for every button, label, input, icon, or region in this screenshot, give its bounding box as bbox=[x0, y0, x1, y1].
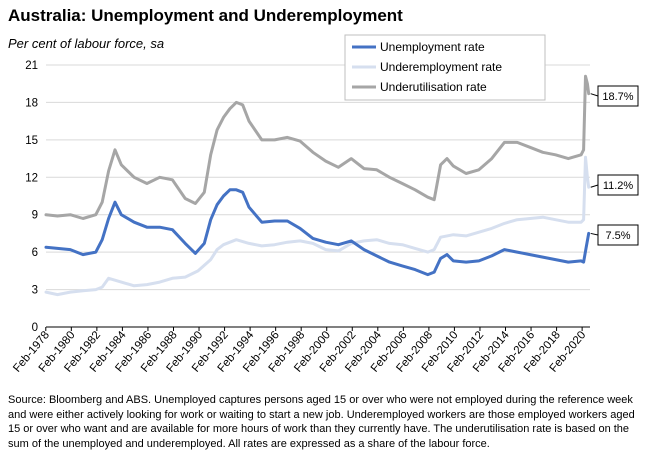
callout-leader bbox=[590, 93, 599, 97]
legend-label: Underutilisation rate bbox=[380, 80, 487, 94]
series-line-underutilisation-rate bbox=[44, 74, 591, 220]
callout-value: 11.2% bbox=[603, 180, 634, 192]
legend: Unemployment rate Underemployment rate Und… bbox=[344, 34, 546, 101]
x-axis: Feb-1978Feb-1980Feb-1982Feb-1984Feb-1986… bbox=[11, 326, 590, 375]
legend-label: Unemployment rate bbox=[380, 40, 485, 54]
y-tick-label: 12 bbox=[25, 172, 38, 184]
callout-box bbox=[597, 174, 639, 196]
callout-value: 7.5% bbox=[605, 230, 630, 242]
gridlines bbox=[46, 64, 590, 328]
legend-box bbox=[344, 34, 546, 101]
y-axis-ticks: 0 3 6 9 12 15 18 21 bbox=[25, 60, 38, 334]
callout-box bbox=[597, 85, 639, 107]
y-tick-label: 0 bbox=[32, 322, 38, 334]
y-tick-label: 3 bbox=[32, 285, 38, 297]
y-tick-label: 9 bbox=[32, 210, 38, 222]
callout-value: 18.7% bbox=[602, 91, 633, 103]
callout-box bbox=[597, 224, 639, 246]
y-tick-label: 21 bbox=[25, 60, 38, 72]
chart-title: Australia: Unemployment and Underemploym… bbox=[8, 6, 403, 25]
source-note: Source: Bloomberg and ABS. Unemployed ca… bbox=[8, 394, 635, 450]
series-lines bbox=[44, 74, 591, 297]
chart-subtitle: Per cent of labour force, sa bbox=[8, 36, 165, 51]
callout-leader bbox=[590, 232, 599, 236]
callout-leader bbox=[590, 184, 599, 188]
legend-label: Underemployment rate bbox=[380, 60, 502, 74]
series-line-unemployment-rate bbox=[44, 188, 591, 277]
y-tick-label: 6 bbox=[32, 247, 38, 259]
y-tick-label: 15 bbox=[25, 135, 38, 147]
end-value-callouts: 18.7% 11.2% 7.5% bbox=[590, 85, 639, 246]
series-line-underemployment-rate bbox=[44, 155, 591, 297]
y-tick-label: 18 bbox=[25, 97, 38, 109]
line-chart: 0 3 6 9 12 15 18 21 Feb-1978Feb-1980Feb-1982Feb… bbox=[11, 34, 639, 375]
